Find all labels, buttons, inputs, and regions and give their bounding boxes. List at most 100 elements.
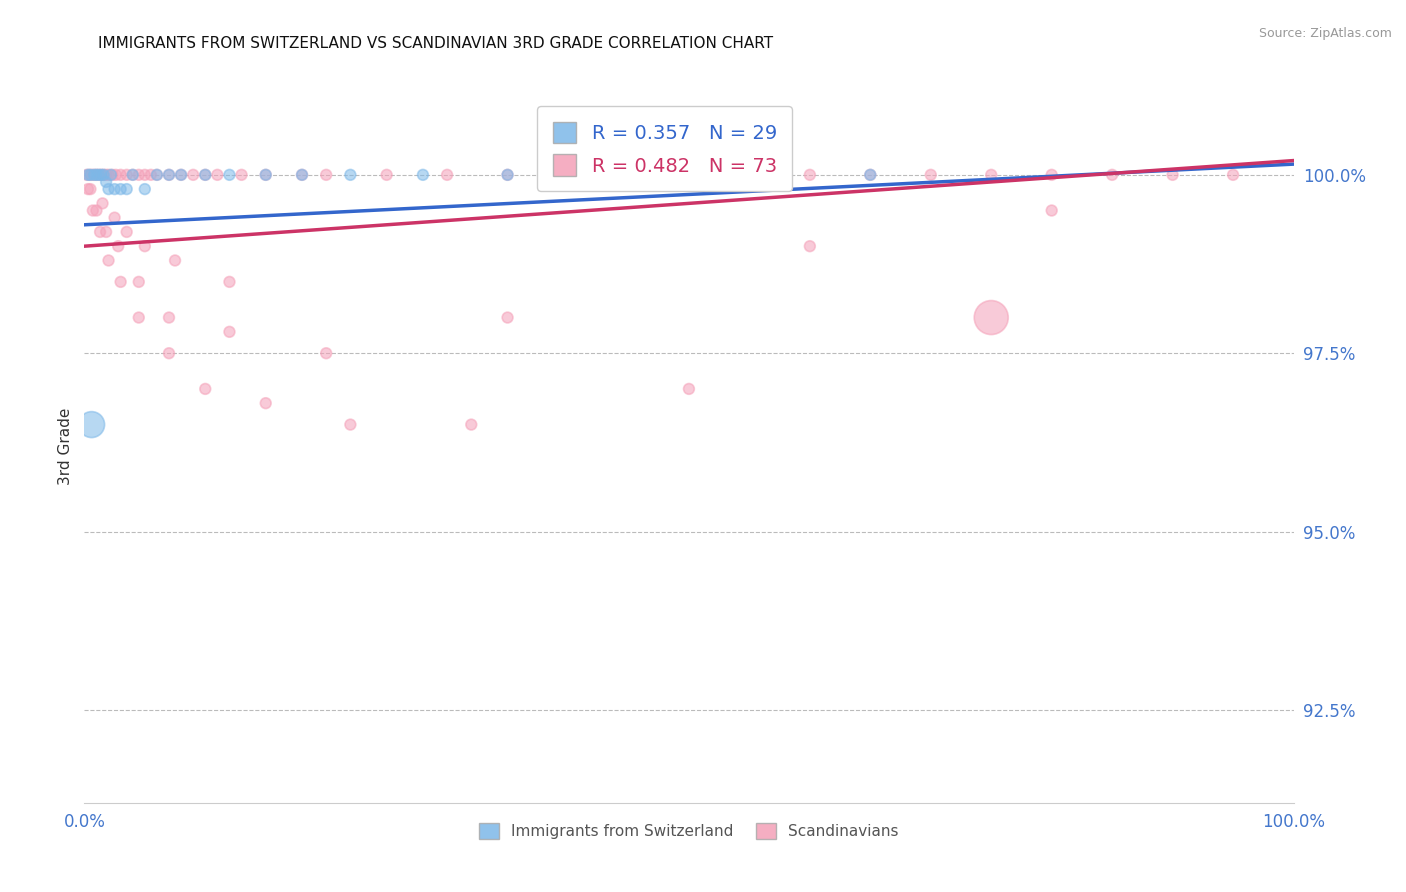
Point — [146, 168, 169, 182]
Point — [1101, 168, 1123, 182]
Point — [86, 203, 108, 218]
Point — [218, 325, 240, 339]
Point — [617, 168, 640, 182]
Point — [94, 225, 117, 239]
Point — [134, 239, 156, 253]
Point — [980, 310, 1002, 325]
Point — [121, 168, 143, 182]
Point — [104, 182, 127, 196]
Point — [79, 168, 101, 182]
Point — [76, 168, 98, 182]
Point — [90, 168, 112, 182]
Point — [94, 168, 117, 182]
Point — [496, 168, 519, 182]
Point — [89, 225, 111, 239]
Point — [1040, 168, 1063, 182]
Point — [86, 168, 108, 182]
Point — [181, 168, 204, 182]
Point — [146, 168, 169, 182]
Point — [557, 168, 579, 182]
Point — [859, 168, 882, 182]
Point — [375, 168, 398, 182]
Point — [110, 182, 132, 196]
Point — [315, 346, 337, 360]
Point — [97, 253, 120, 268]
Point — [194, 382, 217, 396]
Point — [90, 168, 112, 182]
Point — [110, 275, 132, 289]
Point — [231, 168, 253, 182]
Point — [87, 168, 110, 182]
Point — [134, 168, 156, 182]
Point — [107, 239, 129, 253]
Point — [799, 239, 821, 253]
Point — [115, 225, 138, 239]
Point — [110, 168, 132, 182]
Point — [82, 203, 104, 218]
Point — [94, 175, 117, 189]
Point — [115, 168, 138, 182]
Point — [170, 168, 193, 182]
Point — [128, 168, 150, 182]
Point — [80, 417, 103, 432]
Point — [920, 168, 942, 182]
Point — [738, 168, 761, 182]
Point — [128, 275, 150, 289]
Point — [339, 168, 361, 182]
Point — [194, 168, 217, 182]
Point — [104, 211, 127, 225]
Point — [218, 168, 240, 182]
Point — [134, 182, 156, 196]
Text: Source: ZipAtlas.com: Source: ZipAtlas.com — [1258, 27, 1392, 40]
Point — [254, 168, 277, 182]
Point — [77, 182, 100, 196]
Point — [496, 310, 519, 325]
Y-axis label: 3rd Grade: 3rd Grade — [58, 408, 73, 484]
Point — [339, 417, 361, 432]
Point — [87, 168, 110, 182]
Point — [165, 253, 187, 268]
Point — [97, 182, 120, 196]
Point — [121, 168, 143, 182]
Point — [678, 382, 700, 396]
Point — [86, 168, 108, 182]
Point — [315, 168, 337, 182]
Point — [207, 168, 229, 182]
Point — [157, 346, 180, 360]
Point — [77, 168, 100, 182]
Point — [101, 168, 124, 182]
Point — [80, 168, 103, 182]
Point — [218, 275, 240, 289]
Point — [291, 168, 314, 182]
Point — [97, 168, 120, 182]
Point — [115, 182, 138, 196]
Point — [157, 310, 180, 325]
Point — [1161, 168, 1184, 182]
Point — [738, 168, 761, 182]
Point — [496, 168, 519, 182]
Point — [1040, 203, 1063, 218]
Point — [254, 168, 277, 182]
Point — [859, 168, 882, 182]
Point — [460, 417, 482, 432]
Point — [77, 168, 100, 182]
Point — [170, 168, 193, 182]
Legend: Immigrants from Switzerland, Scandinavians: Immigrants from Switzerland, Scandinavia… — [472, 817, 905, 845]
Point — [104, 168, 127, 182]
Point — [436, 168, 458, 182]
Point — [100, 168, 122, 182]
Point — [139, 168, 162, 182]
Point — [157, 168, 180, 182]
Point — [93, 168, 115, 182]
Point — [83, 168, 105, 182]
Text: IMMIGRANTS FROM SWITZERLAND VS SCANDINAVIAN 3RD GRADE CORRELATION CHART: IMMIGRANTS FROM SWITZERLAND VS SCANDINAV… — [98, 36, 773, 51]
Point — [617, 168, 640, 182]
Point — [194, 168, 217, 182]
Point — [93, 168, 115, 182]
Point — [91, 196, 114, 211]
Point — [157, 168, 180, 182]
Point — [79, 182, 101, 196]
Point — [799, 168, 821, 182]
Point — [980, 168, 1002, 182]
Point — [128, 310, 150, 325]
